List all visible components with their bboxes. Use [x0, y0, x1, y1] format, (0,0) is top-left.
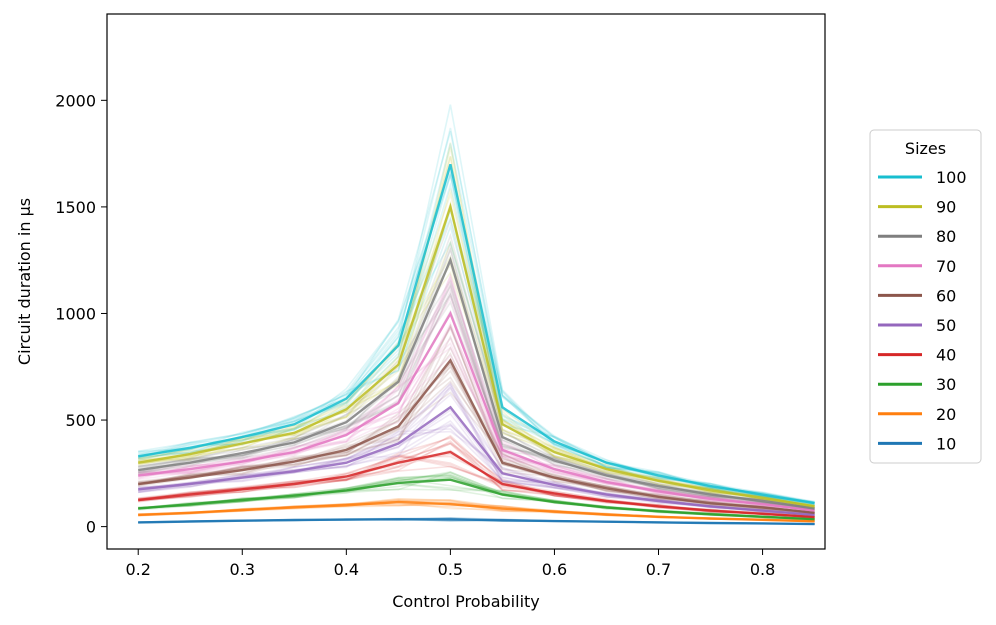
x-tick-label: 0.2 [125, 560, 150, 579]
run-line-size-70 [138, 292, 815, 512]
x-tick-label: 0.4 [334, 560, 359, 579]
run-line-size-60 [138, 369, 815, 514]
series-lines-layer [138, 163, 815, 526]
x-axis-label: Control Probability [392, 592, 540, 611]
run-line-size-80 [138, 278, 815, 509]
y-tick-label: 2000 [55, 91, 96, 110]
legend-label: 10 [936, 434, 956, 453]
legend-label: 80 [936, 227, 956, 246]
legend-item-60: 60 [878, 286, 956, 305]
run-line-size-100 [137, 207, 815, 506]
legend-item-80: 80 [878, 227, 956, 246]
x-axis: 0.2 0.3 0.4 0.5 0.6 0.7 0.8 [125, 549, 775, 579]
legend-title: Sizes [905, 139, 946, 158]
x-tick-label: 0.7 [646, 560, 671, 579]
series-line-size-40 [138, 450, 815, 519]
series-line-size-20 [138, 500, 815, 523]
legend-item-90: 90 [878, 198, 956, 217]
run-line-size-80 [138, 241, 815, 510]
run-line-size-70 [138, 336, 815, 511]
legend: Sizes 100 90 80 70 60 50 40 30 20 10 [869, 129, 982, 464]
legend-item-40: 40 [878, 346, 956, 365]
run-line-size-80 [138, 300, 815, 510]
legend-label: 30 [936, 375, 956, 394]
legend-item-10: 10 [878, 434, 956, 453]
series-line-size-30 [138, 478, 815, 521]
legend-item-70: 70 [878, 257, 956, 276]
run-line-size-70 [138, 342, 815, 511]
series-line-size-10 [138, 517, 815, 526]
legend-item-20: 20 [878, 405, 956, 424]
series-line-size-100 [138, 163, 815, 505]
run-line-size-100 [138, 127, 815, 504]
run-line-size-90 [138, 254, 815, 508]
run-line-size-60 [138, 362, 815, 515]
legend-frame [869, 129, 982, 464]
legend-label: 100 [936, 168, 967, 187]
run-line-size-80 [137, 246, 815, 511]
run-line-size-70 [138, 296, 815, 512]
y-tick-label: 0 [86, 518, 96, 537]
y-tick-label: 1000 [55, 304, 96, 323]
run-line-size-60 [138, 391, 815, 515]
legend-label: 50 [936, 316, 956, 335]
run-line-size-80 [138, 282, 815, 511]
run-line-size-90 [138, 188, 815, 506]
x-tick-label: 0.3 [230, 560, 255, 579]
x-tick-label: 0.5 [438, 560, 463, 579]
run-line-size-80 [138, 232, 815, 508]
x-tick-label: 0.6 [542, 560, 567, 579]
legend-label: 90 [936, 198, 956, 217]
legend-item-30: 30 [878, 375, 956, 394]
series-line-size-60 [138, 358, 815, 514]
series-line-size-70 [138, 310, 815, 512]
legend-item-50: 50 [878, 316, 956, 335]
series-line-size-90 [138, 202, 815, 508]
legend-label: 40 [936, 346, 956, 365]
y-tick-label: 1500 [55, 198, 96, 217]
legend-label: 20 [936, 405, 956, 424]
x-tick-label: 0.8 [750, 560, 775, 579]
legend-label: 70 [936, 257, 956, 276]
y-tick-label: 500 [65, 411, 96, 430]
legend-item-100: 100 [878, 168, 967, 187]
legend-label: 60 [936, 286, 956, 305]
run-line-size-100 [138, 174, 815, 504]
series-line-size-50 [138, 405, 815, 517]
series-line-size-80 [138, 256, 815, 510]
y-axis-label: Circuit duration in µs [15, 198, 34, 365]
run-line-size-60 [138, 326, 815, 514]
y-axis: 0 500 1000 1500 2000 [55, 91, 107, 537]
plot-frame [106, 13, 826, 550]
